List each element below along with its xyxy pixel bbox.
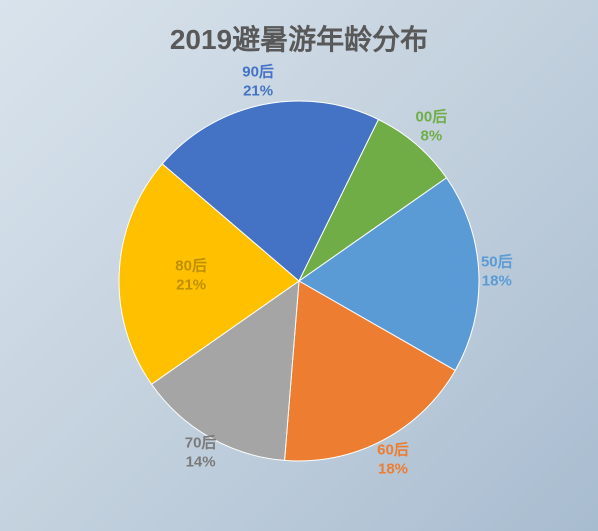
slice-name: 60后 xyxy=(377,441,409,460)
slice-percent: 18% xyxy=(481,272,513,291)
slice-percent: 14% xyxy=(185,453,217,472)
slice-name: 50后 xyxy=(481,254,513,273)
slice-percent: 18% xyxy=(377,460,409,479)
slice-label: 00后8% xyxy=(416,108,448,146)
slice-name: 00后 xyxy=(416,108,448,127)
slice-label: 70后14% xyxy=(185,434,217,472)
slice-percent: 8% xyxy=(416,127,448,146)
chart-title: 2019避暑游年龄分布 xyxy=(0,0,598,58)
pie-chart: 50后18%60后18%70后14%80后21%90后21%00后8% xyxy=(99,81,499,481)
slice-name: 80后 xyxy=(175,257,207,276)
slice-label: 50后18% xyxy=(481,254,513,292)
slice-percent: 21% xyxy=(242,82,274,101)
slice-label: 60后18% xyxy=(377,441,409,479)
slice-name: 70后 xyxy=(185,434,217,453)
slice-name: 90后 xyxy=(242,63,274,82)
slice-percent: 21% xyxy=(175,276,207,295)
slice-label: 80后21% xyxy=(175,257,207,295)
slice-label: 90后21% xyxy=(242,63,274,101)
